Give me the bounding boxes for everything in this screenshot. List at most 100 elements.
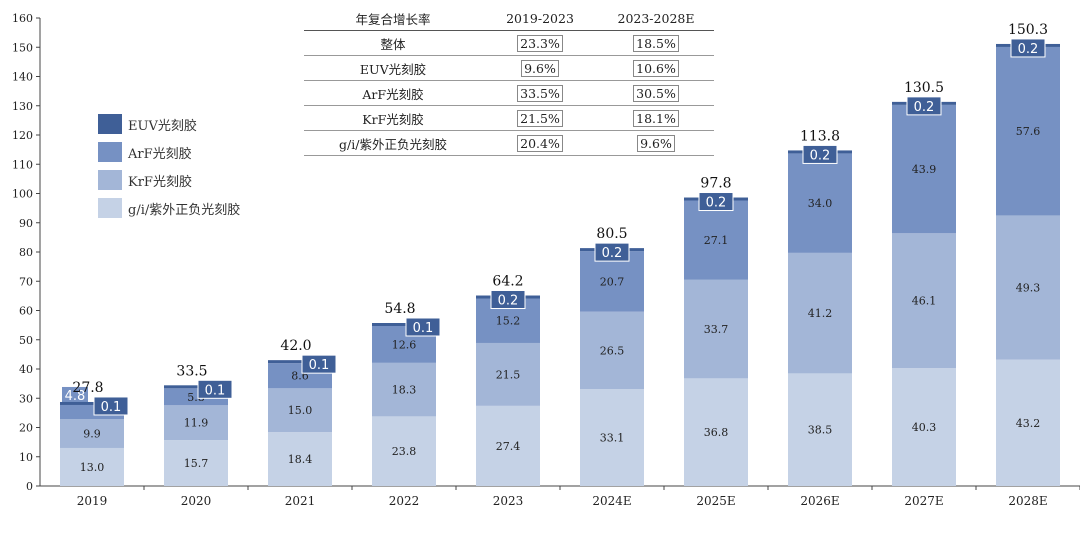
cagr-value-2023-2028e: 18.1% xyxy=(598,105,714,131)
bar-value-label: 27.1 xyxy=(704,234,729,247)
bar-segment xyxy=(892,104,956,234)
cagr-header-2023-2028e: 2023-2028E xyxy=(598,6,714,31)
x-axis-labels: 2019 2020 2021 2022 2023 2024E 2025E 2026E 2027E… xyxy=(77,486,1080,508)
bar-segment xyxy=(60,447,124,486)
bar-segment xyxy=(60,401,124,405)
euv-value-label: 0.1 xyxy=(205,383,226,398)
cagr-value-2023-2028e: 18.5% xyxy=(598,30,714,56)
y-tick-label: 20 xyxy=(19,422,33,435)
legend: EUV光刻胶 ArF光刻胶 KrF光刻胶 g/i/紫外正负光刻胶 xyxy=(98,110,240,222)
legend-label-arf: ArF光刻胶 xyxy=(128,146,192,162)
bar-segment xyxy=(372,416,436,486)
x-category-label: 2027E xyxy=(904,494,943,508)
bar-segment xyxy=(164,440,228,486)
euv-value-label: 0.1 xyxy=(413,321,434,336)
cagr-row-name: g/i/紫外正负光刻胶 xyxy=(304,130,482,156)
euv-value-badge xyxy=(1010,38,1046,58)
legend-item-euv: EUV光刻胶 xyxy=(98,110,240,138)
bar-segment xyxy=(892,233,956,369)
cagr-value-text: 9.6% xyxy=(521,59,559,77)
euv-value-badge xyxy=(698,192,734,212)
bar-value-label: 18.3 xyxy=(392,384,417,397)
bar-total-label: 150.3 xyxy=(1008,22,1048,38)
cagr-row-krf: KrF光刻胶 21.5% 18.1% xyxy=(304,105,714,131)
bar-value-label: 11.9 xyxy=(184,417,209,430)
cagr-row-overall: 整体 23.3% 18.5% xyxy=(304,30,714,56)
cagr-value-text: 20.4% xyxy=(517,134,563,152)
cagr-header-row: 年复合增长率 2019-2023 2023-2028E xyxy=(304,6,714,31)
bar-value-label: 4.8 xyxy=(65,389,86,404)
euv-value-label: 0.2 xyxy=(1018,42,1039,57)
bar-segment xyxy=(684,279,748,379)
y-tick-label: 130 xyxy=(12,100,33,113)
legend-item-krf: KrF光刻胶 xyxy=(98,166,240,194)
legend-item-gi: g/i/紫外正负光刻胶 xyxy=(98,194,240,222)
bar-value-label: 38.5 xyxy=(808,424,833,437)
bar-value-label: 33.7 xyxy=(704,323,729,336)
legend-label-euv: EUV光刻胶 xyxy=(128,118,197,134)
bar-segment xyxy=(996,359,1060,486)
y-tick-label: 0 xyxy=(26,480,33,493)
bar-segment xyxy=(788,373,852,486)
cagr-value-text: 21.5% xyxy=(517,109,563,127)
bar-total-label: 130.5 xyxy=(904,80,944,96)
cagr-value-text: 18.1% xyxy=(633,109,679,127)
cagr-value-text: 30.5% xyxy=(633,84,679,102)
bar-value-label: 26.5 xyxy=(600,344,625,357)
bar-value-label: 43.2 xyxy=(1016,417,1041,430)
cagr-value-text: 18.5% xyxy=(633,34,679,52)
bar-value-label: 13.0 xyxy=(80,461,105,474)
bar-segment xyxy=(60,419,124,448)
bar-total-label: 64.2 xyxy=(492,274,523,290)
euv-value-badge xyxy=(197,379,233,399)
bar-value-label: 41.2 xyxy=(808,307,833,320)
y-axis-ticks: 0 10 20 30 40 50 60 70 80 90 100 110 120 130 140 150 160 xyxy=(12,12,40,493)
bar-segment xyxy=(476,405,540,486)
euv-value-label: 0.1 xyxy=(101,400,122,415)
cagr-value-2019-2023: 23.3% xyxy=(482,30,598,56)
legend-swatch-euv xyxy=(98,114,122,134)
x-category-label: 2024E xyxy=(592,494,631,508)
bar-value-label: 40.3 xyxy=(912,421,937,434)
y-tick-label: 160 xyxy=(12,12,33,25)
bar-value-label: 57.6 xyxy=(1016,125,1041,138)
bar-value-label: 15.2 xyxy=(496,315,521,328)
y-tick-label: 30 xyxy=(19,392,33,405)
y-tick-label: 90 xyxy=(19,217,33,230)
bar-value-label: 18.4 xyxy=(288,453,313,466)
legend-swatch-arf xyxy=(98,142,122,162)
y-tick-label: 50 xyxy=(19,334,33,347)
x-category-label: 2019 xyxy=(77,494,108,508)
bar-segment xyxy=(268,388,332,433)
euv-value-label: 0.2 xyxy=(914,100,935,115)
cagr-table: 年复合增长率 2019-2023 2023-2028E 整体 23.3% 18.… xyxy=(304,6,714,156)
bar-value-label: 27.4 xyxy=(496,440,521,453)
euv-value-badge xyxy=(93,396,129,416)
bar-value-label: 23.8 xyxy=(392,445,417,458)
x-category-label: 2022 xyxy=(389,494,420,508)
bar-segment xyxy=(476,342,540,406)
bar-value-label: 36.8 xyxy=(704,426,729,439)
bar-total-label: 80.5 xyxy=(596,226,627,242)
bar-segment xyxy=(684,378,748,486)
bars-group: 13.09.94.80.127.815.711.95.8 0.133.518.41… xyxy=(60,22,1060,486)
x-category-label: 2020 xyxy=(181,494,212,508)
bar-total-label: 33.5 xyxy=(176,363,207,379)
bar-total-label: 97.8 xyxy=(700,176,731,192)
bar-total-label: 27.8 xyxy=(72,380,103,396)
bar-value-label: 15.7 xyxy=(184,457,209,470)
cagr-value-2019-2023: 33.5% xyxy=(482,80,598,106)
cagr-value-2023-2028e: 30.5% xyxy=(598,80,714,106)
cagr-header-2019-2023: 2019-2023 xyxy=(482,6,598,31)
cagr-value-2019-2023: 9.6% xyxy=(482,55,598,81)
legend-label-krf: KrF光刻胶 xyxy=(128,174,192,190)
y-tick-label: 80 xyxy=(19,246,33,259)
bar-segment xyxy=(996,215,1060,360)
euv-value-badge xyxy=(405,317,441,337)
bar-segment xyxy=(580,311,644,390)
y-tick-label: 150 xyxy=(12,41,33,54)
x-category-label: 2026E xyxy=(800,494,839,508)
bar-segment xyxy=(164,385,228,389)
y-tick-label: 10 xyxy=(19,451,33,464)
legend-swatch-gi xyxy=(98,198,122,218)
